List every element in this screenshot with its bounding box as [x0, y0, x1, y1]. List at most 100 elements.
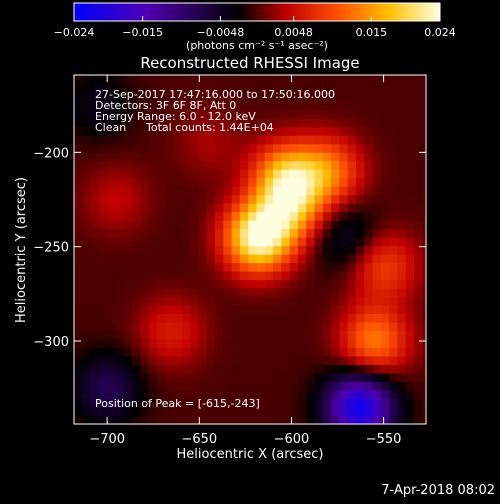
heatmap-cell — [380, 288, 390, 298]
heatmap-cell — [90, 135, 100, 145]
heatmap-cell — [132, 220, 141, 230]
heatmap-cell — [74, 271, 83, 281]
heatmap-cell — [107, 228, 116, 238]
heatmap-cell — [107, 305, 116, 315]
heatmap-cell — [273, 381, 282, 391]
heatmap-cell — [132, 373, 141, 382]
heatmap-cell — [165, 75, 174, 85]
heatmap-cell — [347, 237, 357, 247]
heatmap-cell — [239, 237, 249, 247]
heatmap-cell — [115, 279, 125, 289]
heatmap-cell — [380, 381, 390, 391]
heatmap-cell — [314, 271, 324, 281]
heatmap-cell — [115, 381, 125, 391]
heatmap-cell — [405, 160, 415, 170]
heatmap-cell — [422, 279, 426, 289]
heatmap-cell — [297, 381, 307, 391]
heatmap-cell — [256, 92, 266, 102]
heatmap-cell — [74, 347, 83, 357]
heatmap-cell — [214, 143, 224, 153]
heatmap-cell — [74, 305, 83, 315]
heatmap-cell — [181, 415, 191, 424]
heatmap-cell — [148, 339, 158, 348]
heatmap-cell — [339, 415, 349, 424]
heatmap-cell — [181, 135, 191, 145]
heatmap-cell — [297, 101, 307, 111]
heatmap-cell — [214, 279, 224, 289]
colorbar-tick-label: −0.0048 — [197, 26, 245, 39]
heatmap-cell — [314, 262, 324, 272]
heatmap-cell — [140, 339, 150, 348]
heatmap-cell — [214, 398, 224, 408]
heatmap-cell — [372, 339, 382, 348]
heatmap-cell — [331, 262, 340, 272]
heatmap-cell — [148, 101, 158, 111]
heatmap-cell — [331, 152, 340, 162]
heatmap-cell — [314, 194, 324, 204]
heatmap-cell — [364, 407, 373, 416]
heatmap-cell — [322, 262, 332, 272]
heatmap-cell — [281, 75, 291, 85]
heatmap-cell — [355, 364, 365, 374]
heatmap-cell — [98, 135, 108, 145]
heatmap-cell — [98, 279, 108, 289]
heatmap-cell — [115, 330, 125, 340]
heatmap-cell — [264, 364, 274, 374]
heatmap-cell — [173, 75, 183, 77]
heatmap-cell — [273, 322, 282, 332]
heatmap-cell — [156, 75, 166, 77]
heatmap-cell — [181, 288, 191, 298]
heatmap-cell — [198, 186, 208, 196]
heatmap-cell — [347, 92, 357, 102]
heatmap-cell — [281, 296, 291, 306]
heatmap-cell — [339, 305, 349, 315]
heatmap-cell — [173, 322, 183, 332]
heatmap-cell — [364, 296, 373, 306]
heatmap-cell — [206, 118, 216, 128]
heatmap-cell — [123, 143, 133, 153]
heatmap-cell — [248, 356, 257, 365]
heatmap-cell — [115, 84, 125, 94]
heatmap-cell — [397, 109, 407, 119]
heatmap-cell — [355, 381, 365, 391]
heatmap-cell — [123, 288, 133, 298]
heatmap-cell — [231, 75, 241, 77]
heatmap-cell — [339, 75, 349, 77]
heatmap-cell — [355, 339, 365, 348]
heatmap-cell — [165, 228, 174, 238]
heatmap-cell — [389, 305, 398, 315]
heatmap-cell — [281, 288, 291, 298]
x-tick-label: −700 — [89, 432, 125, 447]
heatmap-cell — [165, 135, 174, 145]
heatmap-cell — [397, 390, 407, 399]
heatmap-cell — [90, 177, 100, 187]
heatmap-cell — [223, 398, 232, 408]
heatmap-cell — [239, 322, 249, 332]
heatmap-cell — [123, 364, 133, 374]
colorbar: −0.024 −0.015 −0.0048 0.0048 0.015 0.024 (pho… — [54, 2, 456, 52]
heatmap-cell — [132, 152, 141, 162]
heatmap-cell — [223, 415, 232, 424]
heatmap-cell — [364, 262, 373, 272]
heatmap-cell — [107, 288, 116, 298]
heatmap-cell — [414, 186, 423, 196]
heatmap-cell — [264, 296, 274, 306]
heatmap-cell — [140, 75, 150, 85]
heatmap-cell — [264, 330, 274, 340]
heatmap-cell — [206, 364, 216, 374]
heatmap-cell — [289, 203, 299, 213]
heatmap-cell — [289, 313, 299, 323]
heatmap-cell — [347, 194, 357, 204]
heatmap-cell — [306, 347, 315, 357]
heatmap-cell — [380, 75, 390, 85]
heatmap-cell — [405, 211, 415, 221]
heatmap-cell — [181, 143, 191, 153]
heatmap-cell — [190, 356, 199, 365]
heatmap-cell — [165, 84, 174, 94]
heatmap-cell — [140, 398, 150, 408]
heatmap-cell — [156, 381, 166, 391]
heatmap-cell — [397, 271, 407, 281]
heatmap-cell — [206, 109, 216, 119]
heatmap-cell — [214, 407, 224, 416]
heatmap-cell — [322, 373, 332, 382]
